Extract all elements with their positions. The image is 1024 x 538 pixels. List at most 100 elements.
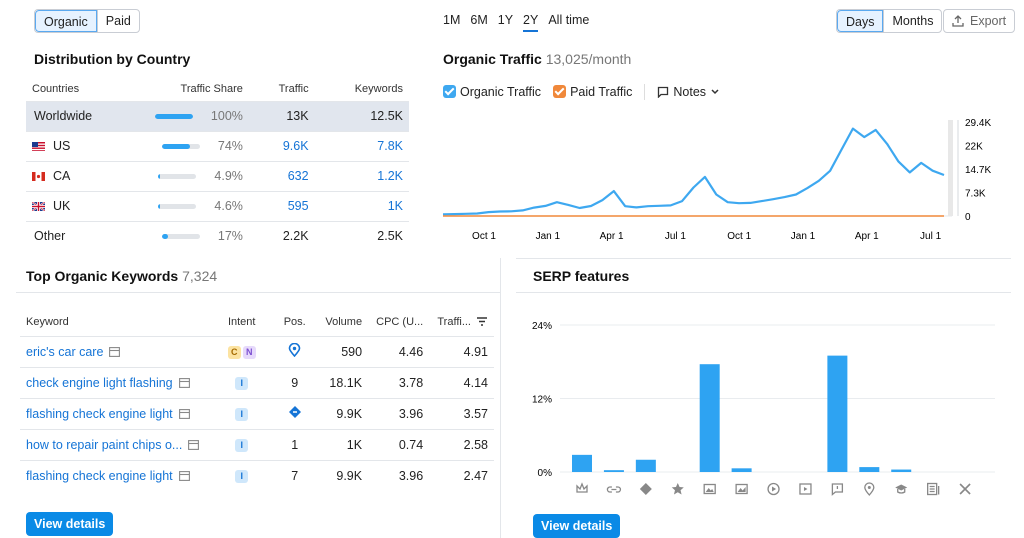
serp-feature-bar[interactable] xyxy=(572,454,592,472)
keywords-value: 2.5K xyxy=(314,220,409,251)
x-tick-label: Jan 1 xyxy=(791,231,816,242)
position-value: 9 xyxy=(291,375,299,390)
cpc-value: 3.78 xyxy=(368,366,430,398)
video-icon xyxy=(767,482,780,496)
x-tick-label: Apr 1 xyxy=(600,231,624,242)
sort-icon[interactable] xyxy=(471,316,488,328)
serp-feature-bar[interactable] xyxy=(859,467,880,472)
traffic-share-bar xyxy=(161,144,200,150)
traffic-share-bar-fill xyxy=(158,204,161,210)
range-tab[interactable]: 1M xyxy=(443,13,461,27)
traffic-share-bar-fill xyxy=(154,114,193,120)
position-value: 7 xyxy=(291,468,299,483)
serp-feature-bar[interactable] xyxy=(635,459,656,472)
keywords-divider xyxy=(16,292,501,293)
position-cell: 1 xyxy=(271,428,318,460)
country-cell: Worldwide xyxy=(26,100,139,131)
keywords-count: 7,324 xyxy=(182,268,218,284)
country-row[interactable]: Other 17% 2.2K 2.5K xyxy=(26,220,409,251)
serp-feature-bar[interactable] xyxy=(827,355,848,472)
country-cell: US xyxy=(26,130,139,161)
tab-organic[interactable]: Organic xyxy=(35,10,97,32)
range-handle[interactable] xyxy=(948,120,953,216)
date-range-tabs: 1M 6M 1Y 2Y All time xyxy=(443,13,589,32)
country-row[interactable]: CA 4.9% 632 1.2K xyxy=(26,160,409,191)
keyword-cell: check engine light flashing xyxy=(20,366,212,398)
organic-traffic-value: 13,025/month xyxy=(545,51,632,67)
image-pack-icon xyxy=(735,483,748,495)
traffic-share-bar xyxy=(154,114,193,120)
country-row[interactable]: US 74% 9.6K 7.8K xyxy=(26,130,409,161)
traffic-type-toggle: Organic Paid xyxy=(34,9,140,33)
keyword-link[interactable]: flashing check engine light xyxy=(26,468,173,483)
keywords-value[interactable]: 1.2K xyxy=(314,160,409,191)
country-name: Worldwide xyxy=(34,109,93,123)
range-tab[interactable]: All time xyxy=(548,13,590,27)
serp-snapshot-icon[interactable] xyxy=(173,376,190,390)
serp-feature-bar[interactable] xyxy=(731,468,752,472)
traffic-value[interactable]: 9.6K xyxy=(248,130,315,161)
keyword-row: check engine light flashing I 9 18.1K 3.78 4.… xyxy=(20,366,494,398)
y-tick-label: 0% xyxy=(538,468,553,479)
range-tab[interactable]: 2Y xyxy=(523,13,539,32)
video-carousel-icon xyxy=(799,483,812,495)
serp-snapshot-icon[interactable] xyxy=(103,345,121,359)
range-tab[interactable]: 1Y xyxy=(497,13,514,27)
keywords-view-details-button[interactable]: View details xyxy=(26,512,114,536)
section-divider xyxy=(500,258,501,538)
country-row[interactable]: Worldwide 100% 13K 12.5K xyxy=(26,100,409,131)
keywords-column-header: CPC (U... xyxy=(376,315,424,328)
y-tick-label: 7.3K xyxy=(965,189,986,200)
keywords-value[interactable]: 7.8K xyxy=(314,130,409,161)
traffic-legend: Organic Traffic Paid Traffic Notes xyxy=(443,84,720,100)
volume-value: 1K xyxy=(317,428,369,460)
keyword-link[interactable]: check engine light flashing xyxy=(26,375,173,390)
serp-feature-bar[interactable] xyxy=(699,364,720,472)
serp-feature-bar[interactable] xyxy=(603,470,624,472)
serp-view-details-button[interactable]: View details xyxy=(533,514,621,538)
keyword-link[interactable]: eric's car care xyxy=(26,344,104,359)
x-tick-label: Oct 1 xyxy=(727,231,751,242)
y-tick-label: 0 xyxy=(965,212,971,223)
paid-traffic-checkbox[interactable]: Paid Traffic xyxy=(553,85,632,99)
image-icon xyxy=(703,483,716,495)
note-icon xyxy=(658,86,669,98)
keyword-link[interactable]: how to repair paint chips o... xyxy=(26,437,183,452)
country-name: Other xyxy=(34,229,66,244)
tab-days[interactable]: Days xyxy=(837,10,884,32)
serp-snapshot-icon[interactable] xyxy=(173,407,190,421)
position-cell xyxy=(271,335,318,367)
serp-snapshot-icon[interactable] xyxy=(173,469,190,483)
traffic-value[interactable]: 595 xyxy=(248,190,315,221)
notes-dropdown[interactable]: Notes xyxy=(657,85,720,99)
country-table: Countries Traffic Share Traffic Keywords Wo… xyxy=(26,77,409,251)
keywords-column-header: Pos. xyxy=(283,315,306,328)
y-tick-label: 12% xyxy=(532,395,552,406)
range-tab[interactable]: 6M xyxy=(470,13,488,27)
traffic-value[interactable]: 632 xyxy=(248,160,315,191)
featured-snippet-icon xyxy=(288,406,302,422)
uk-flag-icon xyxy=(31,200,46,212)
keyword-link[interactable]: flashing check engine light xyxy=(26,406,173,421)
granularity-toggle: Days Months xyxy=(836,9,943,33)
country-row[interactable]: UK 4.6% 595 1K xyxy=(26,190,409,221)
tab-months[interactable]: Months xyxy=(883,10,941,32)
serp-top-border xyxy=(516,258,1011,259)
keyword-row: flashing check engine light I 7 9.9K 3.96 2.4… xyxy=(20,459,494,491)
ca-flag-icon xyxy=(32,170,45,181)
serp-snapshot-icon[interactable] xyxy=(182,438,200,452)
traffic-share-cell: 74% xyxy=(138,130,249,161)
organic-traffic-header: Organic Traffic 13,025/month xyxy=(443,51,631,67)
organic-traffic-checkbox[interactable]: Organic Traffic xyxy=(443,85,541,99)
keywords-value[interactable]: 1K xyxy=(314,190,409,221)
keyword-cell: flashing check engine light xyxy=(20,459,212,491)
crown-icon xyxy=(576,482,588,493)
keywords-column-header: Keyword xyxy=(26,315,69,328)
serp-feature-bar[interactable] xyxy=(891,469,912,472)
y-tick-label: 14.7K xyxy=(965,165,991,176)
traffic-share-value: 4.9% xyxy=(214,169,243,183)
export-button[interactable]: Export xyxy=(943,9,1016,33)
serp-title: SERP features xyxy=(533,268,630,284)
tab-paid[interactable]: Paid xyxy=(96,10,139,32)
